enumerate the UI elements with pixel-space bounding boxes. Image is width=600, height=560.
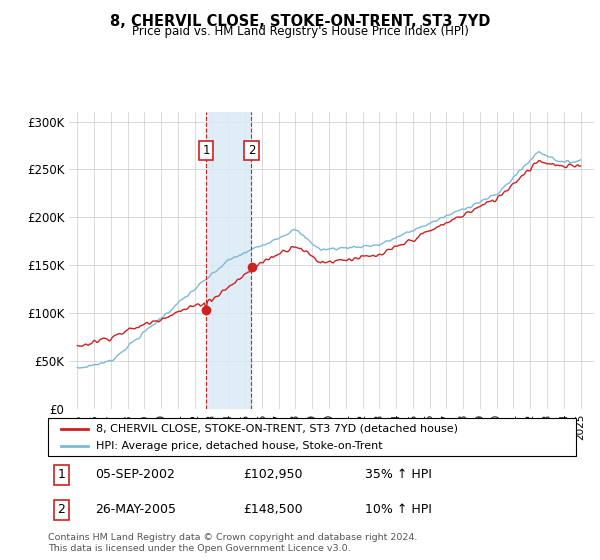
Text: 2: 2 [57, 503, 65, 516]
Text: HPI: Average price, detached house, Stoke-on-Trent: HPI: Average price, detached house, Stok… [95, 441, 382, 451]
Text: 10% ↑ HPI: 10% ↑ HPI [365, 503, 431, 516]
Text: 1: 1 [202, 144, 210, 157]
Text: Contains HM Land Registry data © Crown copyright and database right 2024.
This d: Contains HM Land Registry data © Crown c… [48, 533, 418, 553]
Text: £102,950: £102,950 [244, 468, 303, 481]
Bar [206, 112, 251, 409]
Text: Price paid vs. HM Land Registry's House Price Index (HPI): Price paid vs. HM Land Registry's House … [131, 25, 469, 38]
Text: £148,500: £148,500 [244, 503, 303, 516]
Text: 26-MAY-2005: 26-MAY-2005 [95, 503, 176, 516]
Text: 8, CHERVIL CLOSE, STOKE-ON-TRENT, ST3 7YD: 8, CHERVIL CLOSE, STOKE-ON-TRENT, ST3 7Y… [110, 14, 490, 29]
Text: 2: 2 [248, 144, 255, 157]
Text: 05-SEP-2002: 05-SEP-2002 [95, 468, 175, 481]
Text: 35% ↑ HPI: 35% ↑ HPI [365, 468, 431, 481]
Text: 8, CHERVIL CLOSE, STOKE-ON-TRENT, ST3 7YD (detached house): 8, CHERVIL CLOSE, STOKE-ON-TRENT, ST3 7Y… [95, 423, 458, 433]
Text: 1: 1 [57, 468, 65, 481]
